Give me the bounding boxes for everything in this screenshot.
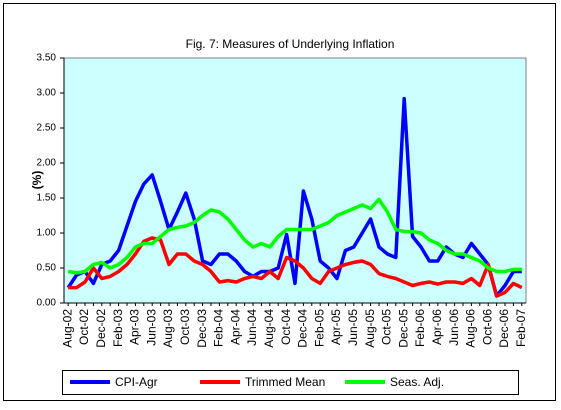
series-line (68, 236, 523, 298)
x-tick-label: Aug-04 (262, 309, 276, 348)
x-tick-label: Apr-05 (329, 309, 343, 345)
legend-label: Trimmed Mean (245, 375, 325, 389)
y-tick-label: 3.50 (37, 53, 57, 64)
x-tick-label: Oct-04 (279, 309, 293, 345)
y-axis-label: (%) (30, 171, 44, 190)
legend-label: Seas. Adj. (390, 375, 444, 389)
x-tick-label: Apr-06 (430, 309, 444, 345)
x-tick-label: Aug-05 (363, 309, 377, 348)
y-tick-label: 2.50 (37, 123, 57, 134)
x-tick-label: Jun-06 (447, 309, 461, 346)
y-tick-label: 0.00 (37, 298, 57, 309)
x-tick-label: Jun-05 (346, 309, 360, 346)
x-tick-label: Oct-05 (380, 309, 394, 345)
x-tick-label: Feb-04 (212, 309, 226, 347)
x-tick-label: Oct-03 (178, 309, 192, 345)
x-tick-label: Aug-06 (464, 309, 478, 348)
x-tick-label: Dec-04 (296, 309, 310, 348)
x-tick-label: Dec-05 (396, 309, 410, 348)
chart-title: Fig. 7: Measures of Underlying Inflation (186, 37, 395, 51)
x-tick-label: Apr-03 (128, 309, 142, 345)
legend-box (62, 370, 519, 395)
x-tick-label: Aug-02 (60, 309, 74, 348)
x-tick-label: Dec-06 (497, 309, 511, 348)
x-tick-label: Apr-04 (228, 309, 242, 345)
x-tick-label: Jun-04 (245, 309, 259, 346)
y-tick-label: 3.00 (37, 88, 57, 99)
x-tick-label: Feb-05 (312, 309, 326, 347)
y-tick-label: 1.00 (37, 228, 57, 239)
x-tick-label: Feb-07 (514, 309, 528, 347)
y-tick-label: 0.50 (37, 263, 57, 274)
x-tick-label: Feb-06 (413, 309, 427, 347)
x-tick-label: Oct-06 (480, 309, 494, 345)
series-line (66, 96, 522, 298)
x-tick-label: Oct-02 (77, 309, 91, 345)
x-tick-label: Feb-03 (111, 309, 125, 347)
y-tick-label: 1.50 (37, 193, 57, 204)
series-line (67, 197, 522, 275)
y-tick-label: 2.00 (37, 158, 57, 169)
x-tick-label: Dec-02 (94, 309, 108, 348)
x-tick-label: Jun-03 (144, 309, 158, 346)
x-tick-label: Aug-03 (161, 309, 175, 348)
legend-label: CPI-Agr (115, 375, 158, 389)
x-tick-label: Dec-03 (195, 309, 209, 348)
